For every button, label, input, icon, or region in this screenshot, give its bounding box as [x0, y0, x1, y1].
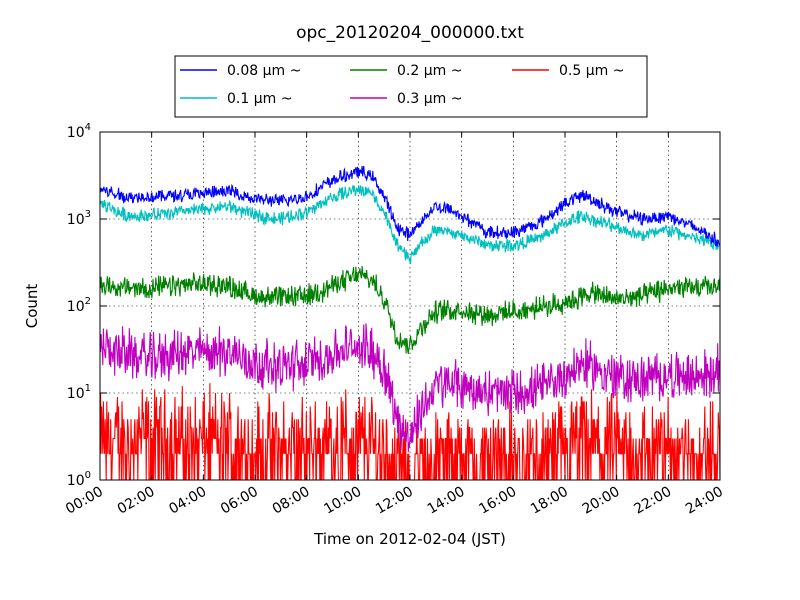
x-tick-label: 18:00 [528, 484, 571, 518]
legend: 0.08 μm ~ 0.1 μm ~ 0.2 μm ~ 0.3 μm ~ 0.5 μm … [174, 55, 648, 118]
x-axis-label: Time on 2012-02-04 (JST) [313, 530, 506, 548]
y-axis-label: Count [23, 284, 41, 329]
y-tick-label: 100 [67, 470, 91, 489]
x-tick-label: 16:00 [476, 484, 519, 518]
y-axis-ticks: 100 101 102 103 104 [67, 122, 720, 489]
x-tick-label: 08:00 [270, 484, 313, 518]
y-tick-label: 104 [67, 122, 91, 141]
series-line-0_1 [99, 185, 721, 265]
y-tick-label: 101 [67, 383, 91, 402]
chart-title: opc_20120204_000000.txt [296, 23, 524, 43]
legend-label: 0.08 μm ~ [227, 63, 301, 79]
x-tick-label: 12:00 [373, 484, 416, 518]
legend-label: 0.5 μm ~ [559, 63, 624, 79]
x-tick-label: 10:00 [321, 484, 364, 518]
y-tick-label: 102 [67, 296, 91, 315]
legend-label: 0.3 μm ~ [397, 91, 462, 107]
y-tick-label: 103 [67, 209, 91, 228]
x-tick-label: 20:00 [580, 484, 623, 518]
series-line-0_3 [99, 323, 721, 453]
legend-box [174, 55, 648, 118]
x-tick-label: 22:00 [631, 484, 674, 518]
x-tick-label: 14:00 [425, 484, 468, 518]
x-tick-label: 24:00 [683, 484, 726, 518]
legend-label: 0.2 μm ~ [397, 63, 462, 79]
x-tick-label: 02:00 [115, 484, 158, 518]
x-tick-label: 06:00 [218, 484, 261, 518]
series-line-0_08 [99, 165, 721, 247]
x-tick-label: 04:00 [166, 484, 209, 518]
series-lines [99, 165, 721, 481]
legend-label: 0.1 μm ~ [227, 91, 292, 107]
series-line-0_2 [99, 265, 721, 354]
